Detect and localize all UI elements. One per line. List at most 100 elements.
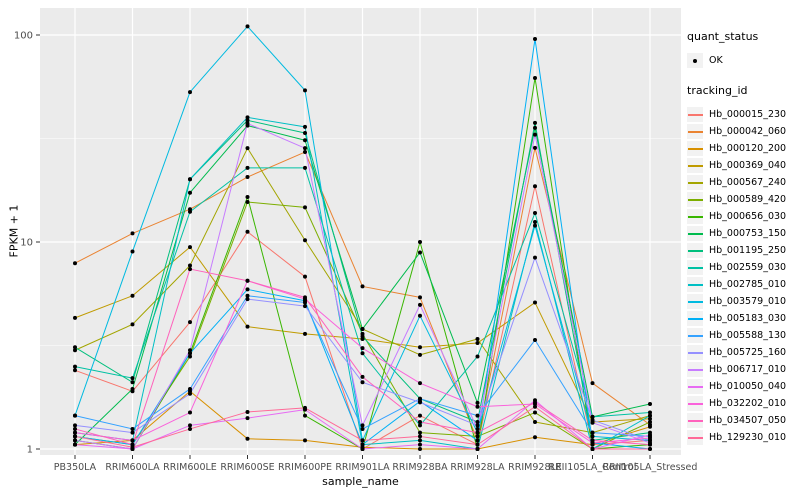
- data-point: [130, 438, 135, 443]
- data-point: [475, 404, 480, 409]
- data-point: [73, 364, 77, 369]
- data-point: [360, 346, 365, 351]
- legend-key-box: [687, 311, 703, 326]
- legend-key-line: [687, 147, 703, 150]
- legend-key-line: [687, 164, 703, 167]
- data-point: [360, 426, 365, 431]
- data-point: [648, 447, 652, 451]
- legend-item-Hb_001195_250: Hb_001195_250: [687, 242, 786, 259]
- data-point: [418, 430, 422, 435]
- data-point: [418, 423, 422, 428]
- legend-item-label: Hb_032202_010: [709, 398, 787, 409]
- data-point: [188, 348, 192, 353]
- data-point: [418, 413, 422, 418]
- legend-key-line: [687, 249, 703, 252]
- legend-key-box: [687, 294, 703, 309]
- data-point: [245, 324, 250, 329]
- data-point: [303, 331, 307, 336]
- legend-item-Hb_000042_060: Hb_000042_060: [687, 123, 786, 140]
- data-point: [188, 177, 192, 182]
- data-point: [188, 426, 192, 431]
- data-point: [303, 238, 307, 243]
- data-point: [303, 205, 307, 210]
- x-tick-label: RRIM928BA: [392, 462, 448, 473]
- data-point: [188, 423, 192, 428]
- data-point: [533, 410, 537, 415]
- legend-item-label: Hb_000567_240: [709, 177, 787, 188]
- legend-key-line: [687, 215, 703, 218]
- data-point: [648, 413, 652, 418]
- legend-key-box: [687, 277, 703, 292]
- legend-item-label: Hb_000589_420: [709, 194, 787, 205]
- legend-key-line: [687, 385, 703, 388]
- data-point: [475, 354, 480, 359]
- data-point: [245, 194, 250, 199]
- x-tick-label: RRIM928LA: [450, 462, 505, 473]
- data-point: [533, 184, 537, 189]
- legend-key-box: [687, 328, 703, 343]
- data-point: [418, 400, 422, 405]
- data-point: [130, 249, 135, 254]
- legend-item-label: Hb_000042_060: [709, 126, 787, 137]
- data-point: [73, 430, 77, 435]
- data-point: [648, 432, 652, 437]
- data-point: [245, 287, 250, 292]
- legend-item-label: Hb_000369_040: [709, 160, 787, 171]
- data-point: [245, 165, 250, 170]
- data-point: [648, 410, 652, 415]
- data-point: [188, 320, 192, 325]
- y-tick-label: 1: [27, 445, 33, 456]
- legend-key-line: [687, 351, 703, 354]
- data-point: [533, 75, 537, 80]
- legend-key-box: [687, 107, 703, 122]
- legend-item-label: OK: [709, 55, 723, 66]
- x-tick-label: RRII105LA_Stressed: [603, 462, 698, 473]
- legend-group-tracking-id: tracking_id Hb_000015_230 Hb_000042_060 Hb…: [687, 84, 786, 446]
- data-point: [475, 423, 480, 428]
- legend-key-box: [687, 243, 703, 258]
- legend-item-label: Hb_129230_010: [709, 432, 787, 443]
- legend-key-box: [687, 396, 703, 411]
- legend-item-label: Hb_006717_010: [709, 364, 787, 375]
- legend-key-box: [687, 192, 703, 207]
- data-point: [475, 400, 480, 405]
- legend-item-Hb_005725_160: Hb_005725_160: [687, 344, 786, 361]
- legend-item-ok: OK: [687, 52, 786, 69]
- data-point: [360, 442, 365, 447]
- legend-key-line: [687, 334, 703, 337]
- data-point: [303, 150, 307, 155]
- x-tick-label: RRIM928LE: [508, 462, 562, 473]
- legend-item-label: Hb_005588_130: [709, 330, 787, 341]
- data-point: [418, 447, 422, 451]
- data-point: [360, 380, 365, 385]
- data-point: [648, 442, 652, 447]
- data-point: [130, 386, 135, 391]
- data-point: [130, 426, 135, 431]
- data-point: [245, 118, 250, 123]
- data-point: [73, 423, 77, 428]
- legend-key-line: [687, 436, 703, 439]
- x-tick-label: RRIM600LE: [163, 462, 217, 473]
- data-point: [303, 304, 307, 309]
- legend-key-line: [687, 300, 703, 303]
- data-point: [590, 381, 595, 386]
- data-point: [303, 438, 307, 443]
- data-point: [130, 322, 135, 327]
- legend-key-line: [687, 181, 703, 184]
- legend-item-label: Hb_005725_160: [709, 347, 787, 358]
- data-point: [245, 409, 250, 414]
- legend-tracking-items: Hb_000015_230 Hb_000042_060 Hb_000120_200 H…: [687, 106, 786, 446]
- data-point: [188, 386, 192, 391]
- legend-item-label: Hb_000120_200: [709, 143, 787, 154]
- legend-item-label: Hb_000015_230: [709, 109, 787, 120]
- legend-item-label: Hb_005183_030: [709, 313, 787, 324]
- legend-key-line: [687, 198, 703, 201]
- data-point: [245, 121, 250, 126]
- point-icon: [693, 58, 697, 63]
- data-point: [418, 345, 422, 350]
- data-point: [418, 352, 422, 357]
- data-point: [590, 434, 595, 439]
- data-point: [590, 447, 595, 451]
- data-point: [188, 267, 192, 272]
- data-point: [188, 90, 192, 95]
